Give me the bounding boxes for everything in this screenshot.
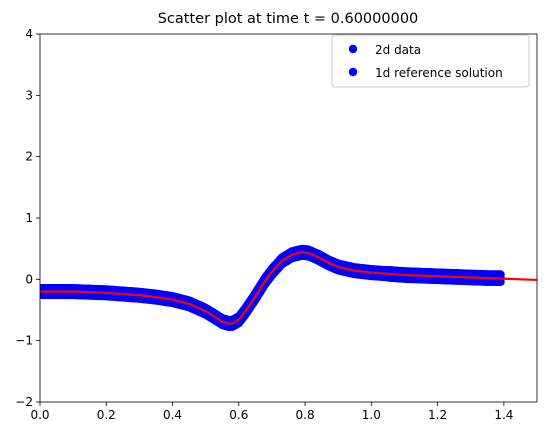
series-2d-data	[40, 244, 505, 332]
y-tick-label: 2	[25, 150, 33, 164]
x-tick-label: 1.2	[428, 408, 447, 422]
x-tick-label: 0.0	[30, 408, 49, 422]
x-tick-label: 1.0	[362, 408, 381, 422]
series-layer	[40, 244, 537, 332]
x-tick-label: 0.2	[97, 408, 116, 422]
y-tick-label: 3	[25, 88, 33, 102]
y-axis: −2 −1 0 1 2 3 4	[15, 27, 40, 409]
series-1d-reference-solution	[40, 251, 537, 325]
legend: 2d data 1d reference solution	[331, 34, 530, 88]
legend-frame	[331, 34, 530, 88]
plot-area	[40, 244, 537, 332]
axes-frame	[39, 33, 538, 403]
y-tick-label: −2	[15, 395, 33, 409]
legend-marker-2d-data	[348, 44, 358, 54]
x-tick-label: 0.8	[296, 408, 315, 422]
x-tick-label: 0.4	[163, 408, 182, 422]
legend-label-1d-reference: 1d reference solution	[375, 66, 503, 80]
x-tick-label: 1.4	[494, 408, 513, 422]
x-axis: 0.0 0.2 0.4 0.6 0.8 1.0 1.2 1.4	[30, 402, 513, 422]
legend-marker-1d-reference	[348, 67, 358, 77]
y-tick-label: −1	[15, 334, 33, 348]
y-tick-label: 4	[25, 27, 33, 41]
y-tick-label: 1	[25, 211, 33, 225]
chart-title: Scatter plot at time t = 0.60000000	[158, 11, 419, 27]
x-tick-label: 0.6	[229, 408, 248, 422]
legend-label-2d-data: 2d data	[375, 43, 421, 57]
y-tick-label: 0	[25, 272, 33, 286]
